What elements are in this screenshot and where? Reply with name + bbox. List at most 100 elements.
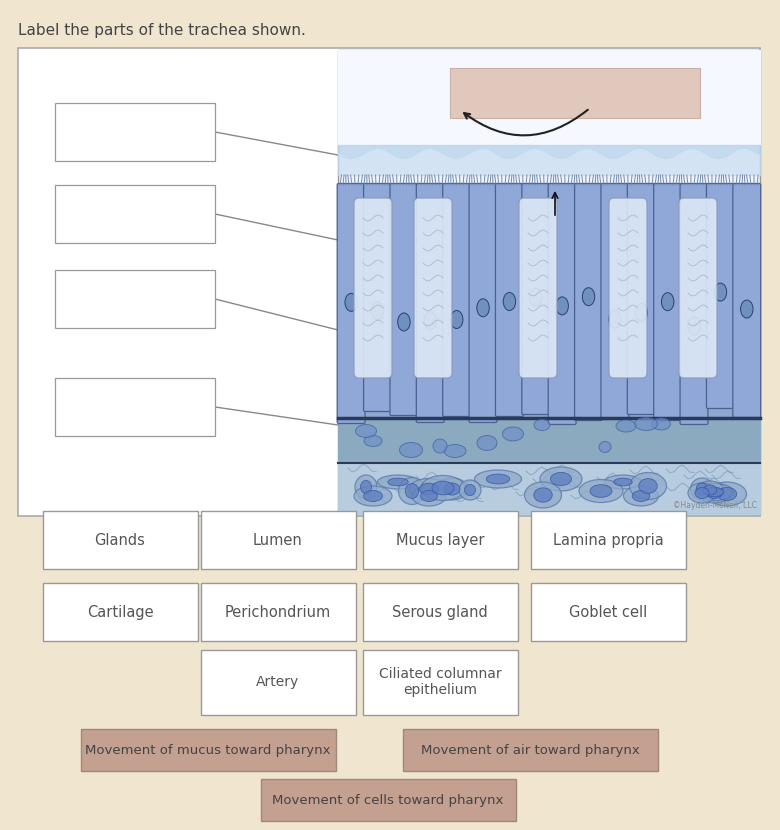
Ellipse shape (695, 487, 709, 499)
Text: Artery: Artery (257, 675, 300, 689)
Ellipse shape (360, 481, 371, 494)
Ellipse shape (599, 442, 611, 452)
Ellipse shape (704, 485, 717, 495)
Ellipse shape (388, 478, 408, 486)
Ellipse shape (459, 480, 481, 500)
Ellipse shape (410, 479, 448, 500)
Bar (338, 183, 760, 418)
Bar (200, 650, 356, 715)
FancyBboxPatch shape (548, 183, 576, 424)
Ellipse shape (345, 293, 357, 311)
Ellipse shape (420, 491, 438, 501)
Ellipse shape (451, 310, 463, 329)
Bar (338, 418, 760, 463)
Ellipse shape (444, 483, 460, 495)
Bar (338, 50, 760, 514)
FancyBboxPatch shape (354, 198, 392, 378)
Ellipse shape (433, 439, 447, 453)
Ellipse shape (371, 302, 384, 320)
FancyBboxPatch shape (495, 183, 523, 417)
Bar (42, 511, 197, 569)
Ellipse shape (697, 483, 731, 503)
FancyBboxPatch shape (601, 183, 629, 419)
Ellipse shape (556, 297, 569, 315)
Bar (338, 463, 760, 514)
Ellipse shape (740, 300, 753, 318)
Ellipse shape (694, 484, 733, 500)
Ellipse shape (616, 420, 636, 432)
Bar (80, 729, 335, 771)
FancyBboxPatch shape (733, 183, 760, 417)
Ellipse shape (477, 299, 489, 317)
Ellipse shape (378, 475, 419, 489)
Ellipse shape (444, 445, 466, 457)
Ellipse shape (634, 417, 658, 431)
FancyBboxPatch shape (654, 183, 682, 421)
Ellipse shape (718, 487, 737, 500)
FancyBboxPatch shape (363, 183, 392, 412)
Ellipse shape (608, 310, 621, 328)
Text: Lumen: Lumen (254, 533, 303, 548)
Text: ©Hayden-McNeil, LLC: ©Hayden-McNeil, LLC (673, 501, 757, 510)
Ellipse shape (651, 418, 671, 430)
Bar (530, 511, 686, 569)
Ellipse shape (579, 480, 623, 502)
Ellipse shape (474, 470, 522, 488)
Ellipse shape (704, 487, 724, 496)
Ellipse shape (688, 317, 700, 334)
FancyBboxPatch shape (443, 183, 470, 417)
Ellipse shape (661, 293, 674, 310)
Text: Lamina propria: Lamina propria (552, 533, 663, 548)
Ellipse shape (502, 427, 523, 441)
Bar (402, 729, 658, 771)
Text: Perichondrium: Perichondrium (225, 604, 332, 619)
Ellipse shape (635, 304, 647, 321)
Bar (55, 185, 215, 243)
Bar (338, 50, 760, 145)
Text: Movement of cells toward pharynx: Movement of cells toward pharynx (272, 793, 504, 807)
Ellipse shape (465, 485, 476, 496)
Bar (261, 779, 516, 821)
Ellipse shape (633, 491, 650, 501)
Bar (530, 583, 686, 641)
Ellipse shape (583, 288, 595, 305)
Text: Mucus layer: Mucus layer (395, 533, 484, 548)
Ellipse shape (424, 312, 437, 330)
FancyBboxPatch shape (707, 183, 734, 408)
Ellipse shape (420, 483, 438, 495)
Text: Movement of mucus toward pharynx: Movement of mucus toward pharynx (85, 744, 331, 756)
Bar (18, 48, 760, 516)
Ellipse shape (356, 424, 377, 437)
Ellipse shape (714, 283, 727, 301)
Text: Goblet cell: Goblet cell (569, 604, 647, 619)
FancyBboxPatch shape (522, 183, 550, 414)
Ellipse shape (486, 474, 510, 484)
Ellipse shape (534, 419, 550, 431)
Ellipse shape (614, 478, 633, 486)
FancyBboxPatch shape (417, 183, 444, 422)
FancyBboxPatch shape (679, 198, 717, 378)
Ellipse shape (412, 486, 446, 506)
Bar (450, 68, 700, 118)
Ellipse shape (406, 484, 419, 499)
Bar (363, 583, 517, 641)
Ellipse shape (363, 491, 382, 501)
Ellipse shape (639, 479, 658, 493)
Ellipse shape (398, 313, 410, 331)
Ellipse shape (697, 481, 724, 499)
Ellipse shape (707, 482, 746, 506)
FancyBboxPatch shape (390, 183, 418, 416)
Bar (42, 583, 197, 641)
Ellipse shape (399, 477, 426, 505)
Ellipse shape (477, 436, 497, 451)
Ellipse shape (524, 482, 562, 508)
Bar (200, 511, 356, 569)
Ellipse shape (399, 442, 423, 457)
Ellipse shape (432, 481, 454, 495)
Ellipse shape (629, 472, 666, 500)
Ellipse shape (688, 483, 716, 503)
Ellipse shape (534, 488, 552, 502)
FancyBboxPatch shape (414, 198, 452, 378)
Ellipse shape (503, 292, 516, 310)
Ellipse shape (551, 472, 572, 486)
